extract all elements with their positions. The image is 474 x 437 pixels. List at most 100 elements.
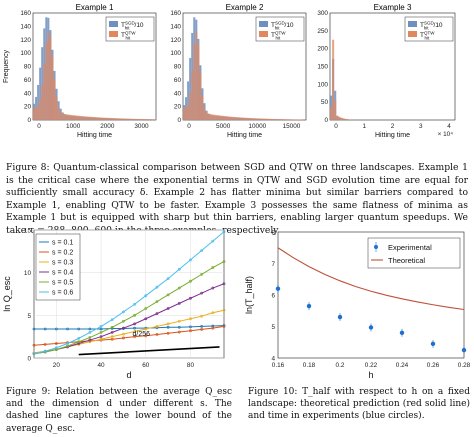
histogram-bar-qtw xyxy=(94,117,97,120)
histogram-bar-qtw xyxy=(262,118,265,120)
data-point xyxy=(166,307,170,310)
histogram-bar-qtw xyxy=(57,106,60,120)
experimental-point xyxy=(368,325,374,330)
histogram-bar-qtw xyxy=(348,119,351,120)
histogram-bar-qtw xyxy=(332,39,335,120)
data-point xyxy=(110,331,114,334)
legend-label: s = 0.6 xyxy=(52,290,73,297)
data-point xyxy=(32,352,36,356)
histogram-bar-qtw xyxy=(226,116,229,120)
histogram-bar-qtw xyxy=(49,37,52,120)
histogram-bar-qtw xyxy=(209,114,212,120)
histogram-bar-qtw xyxy=(334,100,337,120)
histogram-bar-qtw xyxy=(228,116,231,120)
histogram-bar-qtw xyxy=(47,31,50,120)
histogram-bar-qtw xyxy=(84,116,87,120)
y-tick-label: 80 xyxy=(174,64,182,71)
histogram-bar-qtw xyxy=(275,119,278,120)
data-point xyxy=(166,322,170,326)
histogram-bar-qtw xyxy=(289,119,292,120)
y-tick-label: 40 xyxy=(174,90,182,97)
data-point xyxy=(177,267,181,271)
data-point xyxy=(189,296,192,300)
data-point xyxy=(155,333,159,336)
histogram-bar-qtw xyxy=(230,116,233,120)
histogram-bar-qtw xyxy=(238,117,241,120)
x-tick-label: 3000 xyxy=(134,123,149,130)
data-point xyxy=(77,342,81,345)
histogram-bar-qtw xyxy=(63,114,66,120)
y-tick-label: 50 xyxy=(321,99,329,106)
histogram-bar-qtw xyxy=(135,118,138,120)
data-point xyxy=(144,327,148,331)
data-point xyxy=(200,325,204,328)
histogram-bar-qtw xyxy=(100,117,103,120)
y-tick-label: 160 xyxy=(170,10,181,17)
x-axis-label: d xyxy=(126,370,131,380)
data-point xyxy=(211,239,215,243)
histogram-bar-qtw xyxy=(330,106,333,120)
data-point xyxy=(99,335,103,339)
experimental-point xyxy=(461,347,467,353)
legend-label: s = 0.4 xyxy=(52,270,73,277)
histogram-bar-qtw xyxy=(33,107,36,120)
figure10-caption-text: Figure 10: T_half with respect to h on a… xyxy=(248,387,470,422)
legend-label: TSGD hit/10 xyxy=(271,21,294,31)
data-point xyxy=(43,327,47,331)
data-point xyxy=(189,325,192,329)
figure10-scatter-chart: 0.16 0.18 0.2 0.22 0.24 0.26 0.28 4 5 6 7 8 h ln(T_ha… xyxy=(244,230,471,381)
histogram-panel-1: Example 1 0 1000 2000 3000 0 20 40 60 80 100 120 140… xyxy=(3,3,157,139)
data-point xyxy=(200,249,204,252)
y-tick-label: 150 xyxy=(317,64,328,71)
data-point xyxy=(177,286,181,290)
y-tick-label: 6 xyxy=(271,293,275,300)
x-tick-label: 3 xyxy=(419,123,423,130)
histogram-bar-qtw xyxy=(147,119,150,120)
legend-swatch xyxy=(109,31,118,37)
histogram-bar-qtw xyxy=(74,115,77,120)
data-point xyxy=(32,343,36,347)
histogram-bar-qtw xyxy=(45,42,48,121)
histogram-bar-qtw xyxy=(78,115,81,120)
histogram-bar-qtw xyxy=(153,119,156,120)
histogram-bar-qtw xyxy=(258,118,261,120)
histogram-bar-qtw xyxy=(106,117,109,120)
data-point xyxy=(166,293,170,297)
legend-box xyxy=(367,237,461,269)
histogram-bar-qtw xyxy=(119,118,122,120)
figure9-caption: Figure 9: Relation between the average Q… xyxy=(6,386,232,435)
data-point xyxy=(200,328,204,331)
histogram-bar-qtw xyxy=(51,56,54,120)
data-point xyxy=(122,310,125,314)
data-point xyxy=(222,325,226,328)
legend-swatch xyxy=(259,31,268,37)
legend-label: TSGD hit/10 xyxy=(420,21,443,31)
data-point xyxy=(144,294,148,298)
histogram-bar-sgd xyxy=(189,57,192,120)
histogram-bar-qtw xyxy=(65,114,68,120)
histogram-bar-qtw xyxy=(59,111,62,120)
experimental-point xyxy=(399,330,405,335)
histogram-bar-qtw xyxy=(185,107,188,120)
data-point xyxy=(189,317,192,321)
data-point xyxy=(66,342,69,345)
data-point xyxy=(200,272,204,276)
legend-label: TQTW hit xyxy=(121,31,136,41)
histogram-bar-qtw xyxy=(112,118,115,120)
legend-label: s = 0.2 xyxy=(52,250,73,257)
histogram-bar-qtw xyxy=(273,118,276,120)
histogram-bar-qtw xyxy=(141,119,144,120)
histogram-bar-qtw xyxy=(248,117,251,120)
data-point xyxy=(110,318,114,322)
histogram-bar-qtw xyxy=(221,115,224,120)
y-tick-label: 10 xyxy=(24,270,32,277)
histogram-bar-qtw xyxy=(215,115,218,120)
data-point xyxy=(200,314,204,318)
x-axis-label: h xyxy=(368,370,373,380)
data-point xyxy=(166,277,170,281)
x-tick-label: 2000 xyxy=(100,123,115,130)
x-tick-label: 60 xyxy=(142,362,150,369)
x-tick-label: 0.26 xyxy=(427,362,440,369)
histogram-bar-qtw xyxy=(71,115,74,120)
data-point xyxy=(133,330,136,333)
